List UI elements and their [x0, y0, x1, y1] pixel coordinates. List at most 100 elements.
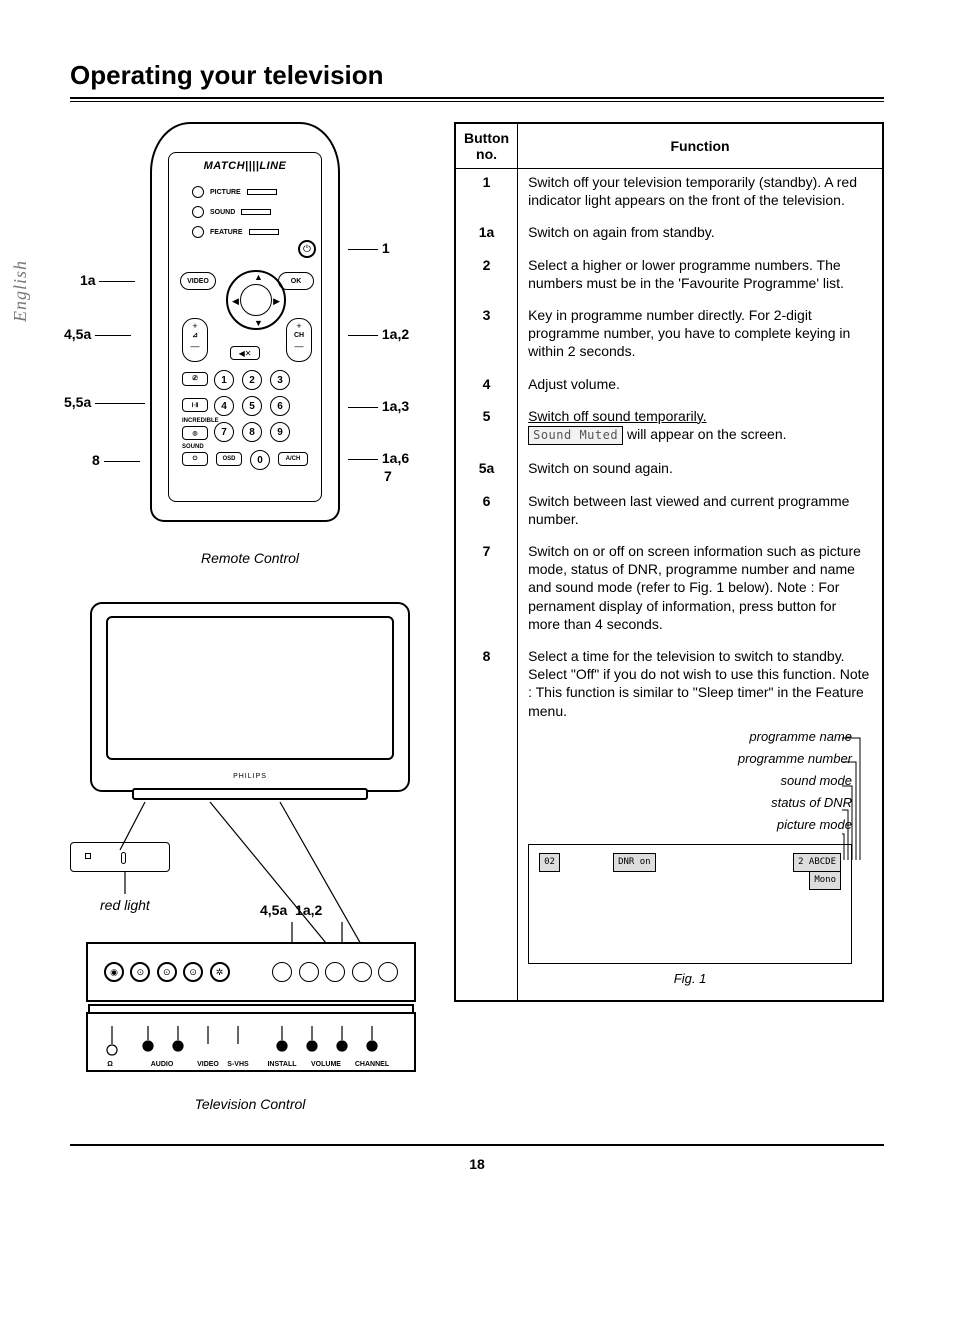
- callout-1a2: 1a,2: [348, 326, 409, 342]
- feature-label: FEATURE: [210, 229, 243, 236]
- sound-button: [192, 206, 204, 218]
- callout-1a3: 1a,3: [348, 398, 409, 414]
- svg-text:AUDIO: AUDIO: [151, 1061, 174, 1068]
- tv-diagram: PHILIPS red light 4,5a 1a,2: [70, 602, 430, 1132]
- row-fn: Switch off your television temporarily (…: [518, 169, 883, 220]
- panel-btn: [272, 962, 292, 982]
- panel-btn: [325, 962, 345, 982]
- front-panel: ◉ ⊙ ⊙ ⊙ ✲: [86, 942, 416, 1002]
- panel-btn: ⊙: [130, 962, 150, 982]
- svg-text:VIDEO: VIDEO: [197, 1061, 219, 1068]
- bottom-rule: [70, 1144, 884, 1146]
- panel-btn: [352, 962, 372, 982]
- remote-body: MATCH||||LINE PICTURE SOUND FEATURE ⏻: [150, 122, 340, 522]
- function-table: Button no. Function 1 Switch off your te…: [454, 122, 884, 1002]
- row-fn: Switch between last viewed and current p…: [518, 488, 883, 538]
- osd-diagram: programme name programme number sound mo…: [528, 726, 872, 991]
- th-function: Function: [518, 123, 883, 169]
- fig1-caption: Fig. 1: [528, 968, 852, 990]
- side-btn-1: ⎚: [182, 372, 208, 386]
- row-no: 1a: [455, 219, 518, 251]
- row-fn: Key in programme number directly. For 2-…: [518, 302, 883, 371]
- tv-caption: Television Control: [70, 1096, 430, 1112]
- digit-7: 7: [214, 422, 234, 442]
- side-btn-3: ◎: [182, 426, 208, 440]
- side-btn-4: ⏻: [182, 452, 208, 466]
- right-column: Button no. Function 1 Switch off your te…: [454, 122, 884, 1132]
- digit-6: 6: [270, 396, 290, 416]
- language-tab: English: [10, 260, 31, 322]
- row-no: 7: [455, 538, 518, 643]
- callout-1a6: 1a,6: [348, 450, 409, 466]
- left-column: English MATCH||||LINE PICTURE SOUND: [70, 122, 430, 1132]
- svg-text:CHANNEL: CHANNEL: [355, 1061, 390, 1068]
- mute-button: ◀✕: [230, 346, 260, 360]
- callout-1: 1: [348, 240, 390, 256]
- video-button: VIDEO: [180, 272, 216, 290]
- callout-7: 7: [384, 468, 392, 484]
- row-fn: Switch on again from standby.: [518, 219, 883, 251]
- digit-1: 1: [214, 370, 234, 390]
- feature-button: [192, 226, 204, 238]
- osd-chip: DNR on: [613, 853, 656, 872]
- jack-panel: Ω AUDIO VIDEO S-VHS INSTALL VOLUME CHANN…: [86, 1012, 416, 1072]
- sound-small-label: SOUND: [182, 444, 204, 450]
- power-button: ⏻: [298, 240, 316, 258]
- panel-btn: ⊙: [183, 962, 203, 982]
- svg-text:VOLUME: VOLUME: [311, 1061, 341, 1068]
- row-no: 2: [455, 252, 518, 302]
- page-title: Operating your television: [70, 60, 884, 91]
- callout-55a: 5,5a: [64, 394, 145, 410]
- digit-8: 8: [242, 422, 262, 442]
- row-no: 6: [455, 488, 518, 538]
- digit-9: 9: [270, 422, 290, 442]
- osd-chip: Mono: [809, 871, 841, 890]
- digit-0: 0: [250, 450, 270, 470]
- digit-4: 4: [214, 396, 234, 416]
- panel-btn: ✲: [210, 962, 230, 982]
- osd-chip: 2 ABCDE: [793, 853, 841, 872]
- th-button-no: Button no.: [455, 123, 518, 169]
- sound-muted-chip: Sound Muted: [528, 426, 623, 446]
- row-fn: Adjust volume.: [518, 371, 883, 403]
- panel-callouts: 4,5a 1a,2: [260, 902, 322, 918]
- remote-diagram: MATCH||||LINE PICTURE SOUND FEATURE ⏻: [70, 122, 430, 542]
- side-btn-2: Ⅰ·Ⅱ: [182, 398, 208, 412]
- connector-lines: [70, 602, 430, 942]
- nav-pad: ▲ ▼ ◀ ▶: [226, 270, 286, 330]
- svg-text:INSTALL: INSTALL: [267, 1061, 297, 1068]
- row-no: 8: [455, 643, 518, 1001]
- callout-8: 8: [92, 452, 140, 468]
- volume-pill: +⊿—: [182, 318, 208, 362]
- row-fn: Switch on or off on screen information s…: [518, 538, 883, 643]
- red-light-label: red light: [100, 897, 150, 913]
- row-fn: Select a time for the television to swit…: [518, 643, 883, 1001]
- callout-45a: 4,5a: [64, 326, 131, 342]
- callout-1a: 1a: [80, 272, 135, 288]
- row-no: 5: [455, 403, 518, 456]
- digit-3: 3: [270, 370, 290, 390]
- remote-brand: MATCH||||LINE: [204, 160, 287, 172]
- row-no: 1: [455, 169, 518, 220]
- row-no: 3: [455, 302, 518, 371]
- panel-btn: [299, 962, 319, 982]
- panel-btn: ◉: [104, 962, 124, 982]
- ach-button: A/CH: [278, 452, 308, 466]
- remote-caption: Remote Control: [70, 550, 430, 566]
- digit-5: 5: [242, 396, 262, 416]
- picture-button: [192, 186, 204, 198]
- panel-btn: ⊙: [157, 962, 177, 982]
- sound-label: SOUND: [210, 209, 235, 216]
- osd-button: OSD: [216, 452, 242, 466]
- page-number: 18: [70, 1156, 884, 1172]
- osd-screen: 02 DNR on 2 ABCDE Mono: [528, 844, 852, 964]
- picture-label: PICTURE: [210, 189, 241, 196]
- svg-text:Ω: Ω: [107, 1061, 113, 1068]
- panel-btn: [378, 962, 398, 982]
- row-fn: Switch off sound temporarily. Sound Mute…: [518, 403, 883, 456]
- row-fn: Select a higher or lower programme numbe…: [518, 252, 883, 302]
- osd-chip: 02: [539, 853, 560, 872]
- digit-2: 2: [242, 370, 262, 390]
- row-no: 4: [455, 371, 518, 403]
- channel-pill: +CH—: [286, 318, 312, 362]
